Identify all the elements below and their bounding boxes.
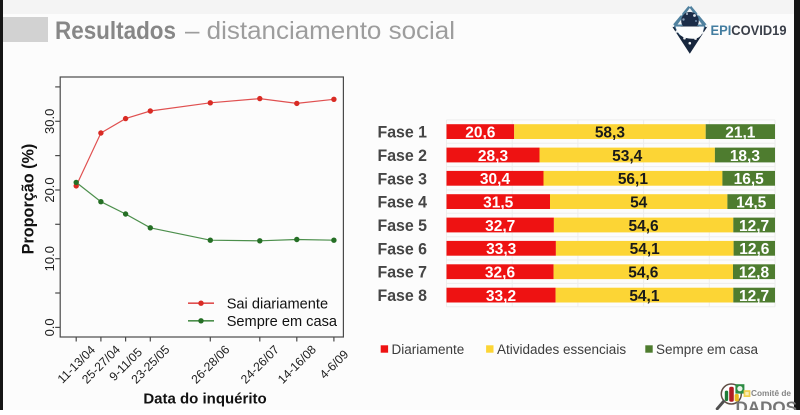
svg-text:Sempre em casa: Sempre em casa: [656, 342, 759, 357]
svg-text:20,6: 20,6: [465, 124, 496, 141]
svg-text:Fase 7: Fase 7: [378, 263, 428, 282]
svg-text:54,1: 54,1: [629, 288, 660, 305]
svg-text:Fase 8: Fase 8: [378, 286, 428, 305]
svg-text:18,3: 18,3: [730, 148, 761, 165]
svg-text:33,2: 33,2: [486, 288, 516, 305]
svg-text:Diariamente: Diariamente: [392, 342, 465, 357]
svg-text:– distanciamento social: – distanciamento social: [185, 17, 455, 45]
svg-text:30,4: 30,4: [480, 171, 511, 188]
svg-text:Resultados: Resultados: [55, 17, 176, 45]
svg-text:Fase 2: Fase 2: [378, 146, 428, 165]
svg-text:32,6: 32,6: [485, 265, 516, 282]
svg-text:53,4: 53,4: [612, 148, 643, 165]
svg-text:Fase 4: Fase 4: [378, 193, 428, 212]
svg-text:20.0: 20.0: [42, 177, 57, 202]
svg-text:31,5: 31,5: [483, 195, 514, 212]
svg-text:Fase 1: Fase 1: [378, 123, 428, 142]
svg-text:Fase 3: Fase 3: [378, 169, 428, 188]
svg-text:32,7: 32,7: [485, 218, 515, 235]
svg-text:Fase 5: Fase 5: [378, 216, 428, 235]
svg-text:0.0: 0.0: [42, 318, 57, 336]
svg-text:12,8: 12,8: [739, 265, 770, 282]
svg-text:Sempre em casa: Sempre em casa: [227, 314, 338, 330]
svg-text:21,1: 21,1: [725, 124, 756, 141]
svg-text:12,6: 12,6: [739, 241, 770, 258]
svg-text:12,7: 12,7: [739, 288, 769, 305]
svg-text:10.0: 10.0: [42, 246, 57, 271]
svg-text:Sai diariamente: Sai diariamente: [227, 296, 328, 312]
svg-text:Fase 6: Fase 6: [378, 239, 428, 258]
svg-text:54,6: 54,6: [629, 218, 660, 235]
svg-text:54,1: 54,1: [630, 241, 661, 258]
svg-text:12,7: 12,7: [739, 218, 769, 235]
svg-text:EPICOVID19: EPICOVID19: [711, 23, 787, 38]
svg-text:30.0: 30.0: [42, 109, 57, 134]
svg-text:16,5: 16,5: [734, 171, 765, 188]
svg-text:58,3: 58,3: [595, 124, 626, 141]
svg-text:14,5: 14,5: [736, 195, 767, 212]
svg-text:56,1: 56,1: [618, 171, 649, 188]
svg-text:33,3: 33,3: [486, 241, 517, 258]
svg-text:Atividades essenciais: Atividades essenciais: [497, 342, 626, 357]
svg-text:28,3: 28,3: [478, 148, 509, 165]
svg-text:Proporção (%): Proporção (%): [20, 144, 38, 255]
svg-text:Comitê de: Comitê de: [751, 388, 791, 398]
svg-text:Data do inquérito: Data do inquérito: [143, 391, 266, 408]
svg-text:DADOS: DADOS: [736, 399, 798, 410]
svg-text:54,6: 54,6: [628, 265, 659, 282]
svg-text:54: 54: [630, 195, 648, 212]
